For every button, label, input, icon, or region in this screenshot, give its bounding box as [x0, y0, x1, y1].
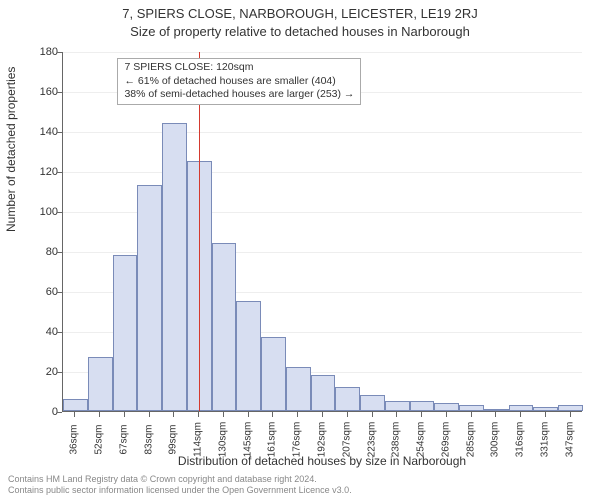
- y-tick-mark: [57, 252, 62, 253]
- y-tick-label: 80: [22, 246, 58, 258]
- histogram-bar: [212, 243, 237, 411]
- histogram-bar: [484, 409, 509, 411]
- x-tick-mark: [272, 412, 273, 417]
- annotation-line: 7 SPIERS CLOSE: 120sqm: [124, 61, 354, 75]
- x-tick-mark: [124, 412, 125, 417]
- histogram-bar: [63, 399, 88, 411]
- x-tick-mark: [347, 412, 348, 417]
- histogram-bar: [335, 387, 360, 411]
- x-tick-mark: [223, 412, 224, 417]
- x-tick-mark: [570, 412, 571, 417]
- x-tick-mark: [297, 412, 298, 417]
- y-tick-mark: [57, 212, 62, 213]
- histogram-bar: [113, 255, 138, 411]
- histogram-bar: [162, 123, 187, 411]
- y-tick-label: 20: [22, 366, 58, 378]
- histogram-bar: [261, 337, 286, 411]
- histogram-bar: [311, 375, 336, 411]
- histogram-bar: [558, 405, 583, 411]
- y-tick-label: 60: [22, 286, 58, 298]
- histogram-bar: [286, 367, 311, 411]
- x-tick-mark: [545, 412, 546, 417]
- y-tick-label: 40: [22, 326, 58, 338]
- y-tick-label: 160: [22, 86, 58, 98]
- x-tick-mark: [520, 412, 521, 417]
- x-tick-mark: [173, 412, 174, 417]
- chart-plot-area: 7 SPIERS CLOSE: 120sqm← 61% of detached …: [62, 52, 582, 412]
- y-tick-mark: [57, 132, 62, 133]
- y-axis-label: Number of detached properties: [4, 67, 18, 232]
- x-tick-mark: [446, 412, 447, 417]
- page-title-line1: 7, SPIERS CLOSE, NARBOROUGH, LEICESTER, …: [0, 6, 600, 21]
- y-tick-label: 180: [22, 46, 58, 58]
- footer-attribution: Contains HM Land Registry data © Crown c…: [8, 474, 352, 496]
- y-gridline: [63, 132, 582, 133]
- annotation-line: ← 61% of detached houses are smaller (40…: [124, 75, 354, 89]
- x-tick-mark: [495, 412, 496, 417]
- histogram-bar: [509, 405, 534, 411]
- x-tick-mark: [372, 412, 373, 417]
- footer-line2: Contains public sector information licen…: [8, 485, 352, 496]
- footer-line1: Contains HM Land Registry data © Crown c…: [8, 474, 352, 485]
- x-tick-mark: [471, 412, 472, 417]
- y-tick-label: 120: [22, 166, 58, 178]
- y-gridline: [63, 52, 582, 53]
- y-tick-label: 140: [22, 126, 58, 138]
- histogram-bar: [360, 395, 385, 411]
- histogram-bar: [88, 357, 113, 411]
- annotation-line: 38% of semi-detached houses are larger (…: [124, 88, 354, 102]
- x-tick-mark: [322, 412, 323, 417]
- histogram-bar: [459, 405, 484, 411]
- y-tick-mark: [57, 172, 62, 173]
- x-tick-mark: [198, 412, 199, 417]
- x-tick-mark: [396, 412, 397, 417]
- page-title-line2: Size of property relative to detached ho…: [0, 24, 600, 39]
- histogram-bar: [434, 403, 459, 411]
- x-tick-mark: [99, 412, 100, 417]
- y-gridline: [63, 172, 582, 173]
- histogram-bar: [410, 401, 435, 411]
- y-tick-mark: [57, 332, 62, 333]
- x-tick-mark: [248, 412, 249, 417]
- reference-marker-line: [199, 52, 200, 411]
- y-tick-mark: [57, 52, 62, 53]
- x-tick-mark: [421, 412, 422, 417]
- histogram-bar: [137, 185, 162, 411]
- annotation-callout: 7 SPIERS CLOSE: 120sqm← 61% of detached …: [117, 58, 361, 105]
- y-tick-mark: [57, 372, 62, 373]
- x-tick-mark: [149, 412, 150, 417]
- x-tick-mark: [74, 412, 75, 417]
- y-tick-mark: [57, 412, 62, 413]
- histogram-bar: [533, 407, 558, 411]
- histogram-bar: [236, 301, 261, 411]
- y-tick-mark: [57, 292, 62, 293]
- y-tick-label: 100: [22, 206, 58, 218]
- y-tick-label: 0: [22, 406, 58, 418]
- x-axis-label: Distribution of detached houses by size …: [62, 454, 582, 468]
- histogram-bar: [385, 401, 410, 411]
- y-tick-mark: [57, 92, 62, 93]
